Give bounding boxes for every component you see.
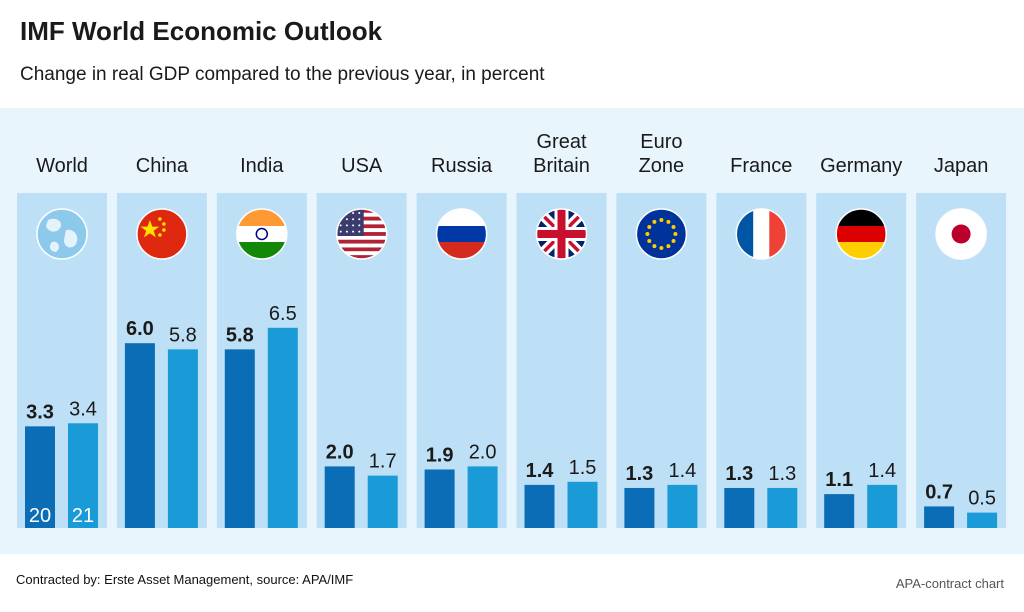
category-label-usa: USA xyxy=(341,155,383,177)
value-label-great-britain-20: 1.4 xyxy=(526,460,555,482)
value-label-euro-zone-20: 1.3 xyxy=(625,463,653,485)
value-label-world-21: 3.4 xyxy=(69,398,97,420)
category-label-india: India xyxy=(240,155,284,177)
bar-india-20 xyxy=(224,349,255,528)
bar-world-20 xyxy=(25,426,55,528)
uk-flag-icon xyxy=(535,208,588,260)
bar-china-21 xyxy=(167,349,198,528)
series-year-label-21: 21 xyxy=(72,505,94,527)
china-flag-icon xyxy=(136,208,188,260)
value-label-usa-21: 1.7 xyxy=(369,451,397,473)
value-label-china-20: 6.0 xyxy=(126,318,154,340)
value-label-france-21: 1.3 xyxy=(768,463,796,485)
eu-flag-icon xyxy=(635,208,688,260)
bar-india-21 xyxy=(267,327,298,528)
value-label-india-21: 6.5 xyxy=(269,303,297,325)
category-label-france: France xyxy=(730,155,792,177)
value-label-world-20: 3.3 xyxy=(26,401,54,423)
credit-note: APA-contract chart xyxy=(895,576,1004,591)
bar-china-20 xyxy=(124,343,155,528)
value-label-great-britain-21: 1.5 xyxy=(569,457,597,479)
japan-flag-icon xyxy=(935,208,987,260)
bar-world-21 xyxy=(68,423,98,528)
value-label-india-20: 5.8 xyxy=(226,324,254,346)
bar-russia-20 xyxy=(424,469,455,528)
category-label-china: China xyxy=(136,155,189,177)
bar-usa-21 xyxy=(367,475,398,528)
bar-japan-20 xyxy=(924,506,955,528)
usa-flag-icon xyxy=(335,208,388,260)
value-label-china-21: 5.8 xyxy=(169,324,197,346)
bar-germany-21 xyxy=(867,484,898,528)
russia-flag-icon xyxy=(435,208,488,260)
category-label-euro-zone: Euro Zone xyxy=(639,131,685,177)
category-label-germany: Germany xyxy=(820,155,902,177)
value-label-germany-20: 1.1 xyxy=(825,469,853,491)
value-label-germany-21: 1.4 xyxy=(868,460,896,482)
bar-euro-zone-20 xyxy=(624,487,655,528)
globe-icon xyxy=(36,208,88,260)
bar-france-21 xyxy=(767,487,798,528)
germany-flag-icon xyxy=(835,208,887,260)
bar-france-20 xyxy=(724,487,755,528)
value-label-russia-21: 2.0 xyxy=(469,441,497,463)
category-label-russia: Russia xyxy=(431,155,493,177)
bar-usa-20 xyxy=(324,466,355,528)
bar-euro-zone-21 xyxy=(667,484,698,528)
bar-great-britain-21 xyxy=(567,481,598,528)
value-label-japan-20: 0.7 xyxy=(925,481,953,503)
series-year-label-20: 20 xyxy=(29,505,51,527)
value-label-russia-20: 1.9 xyxy=(426,444,454,466)
source-note: Contracted by: Erste Asset Management, s… xyxy=(16,572,354,587)
france-flag-icon xyxy=(735,208,788,260)
value-label-euro-zone-21: 1.4 xyxy=(668,460,696,482)
category-label-japan: Japan xyxy=(934,155,989,177)
chart-subtitle: Change in real GDP compared to the previ… xyxy=(20,64,545,85)
bar-germany-20 xyxy=(824,494,855,528)
india-flag-icon xyxy=(236,208,288,260)
value-label-usa-20: 2.0 xyxy=(326,441,354,463)
value-label-france-20: 1.3 xyxy=(725,463,753,485)
bar-japan-21 xyxy=(967,512,998,528)
chart-title: IMF World Economic Outlook xyxy=(20,16,383,46)
category-label-great-britain: Great Britain xyxy=(533,131,590,177)
bar-great-britain-20 xyxy=(524,484,555,528)
bar-russia-21 xyxy=(467,466,498,528)
value-label-japan-21: 0.5 xyxy=(968,488,996,510)
category-label-world: World xyxy=(36,155,88,177)
